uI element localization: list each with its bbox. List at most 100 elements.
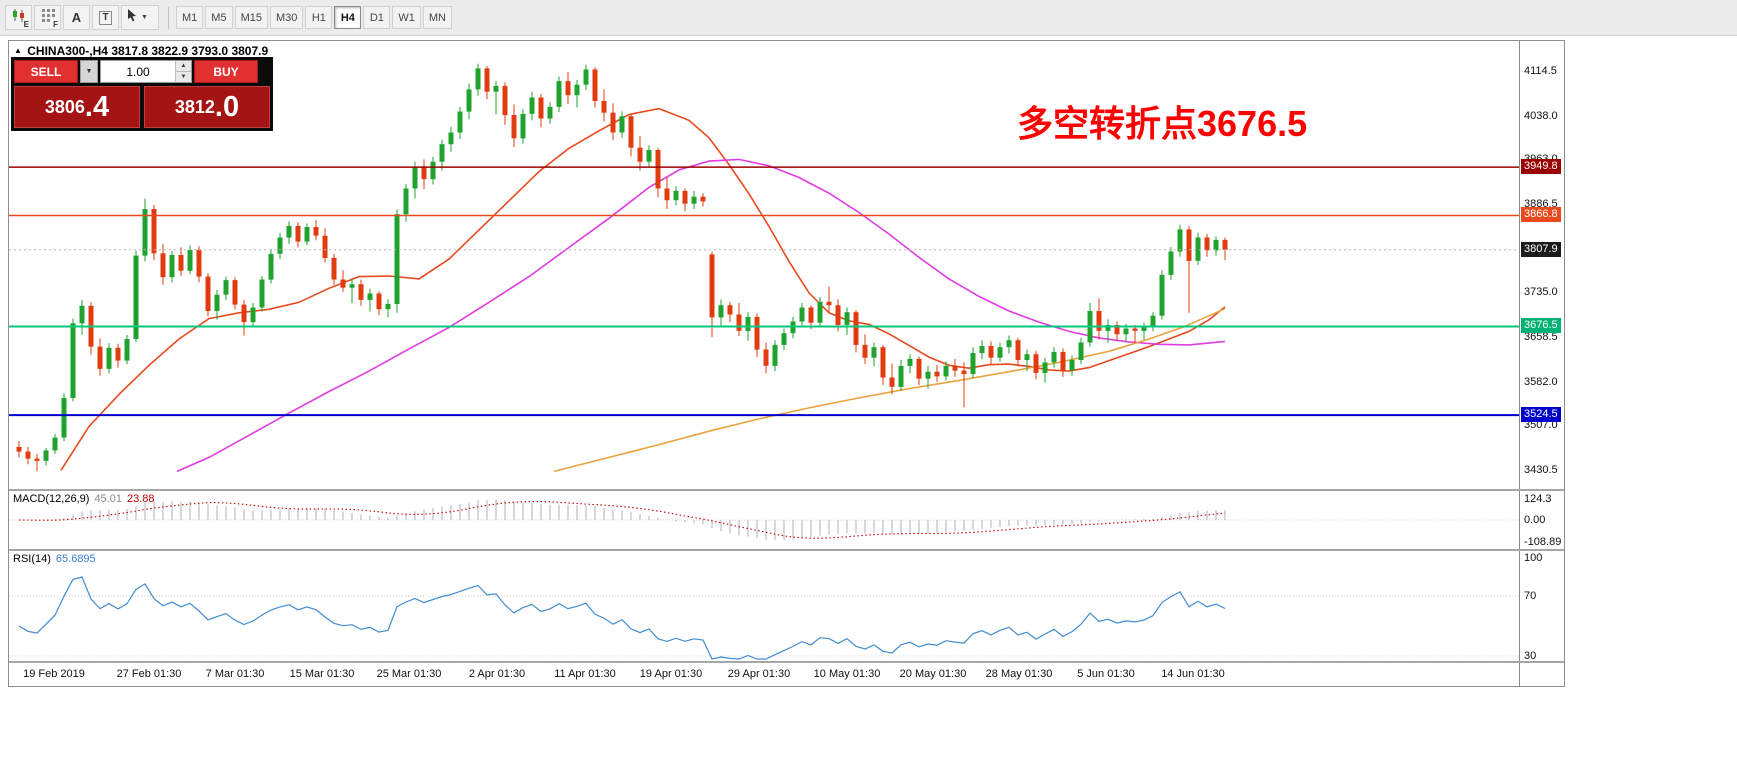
time-axis-label: 14 Jun 01:30 xyxy=(1161,668,1225,680)
symbol-name: CHINA300-,H4 xyxy=(27,44,108,58)
pane-splitter[interactable] xyxy=(9,661,1564,663)
volume-input[interactable] xyxy=(101,61,175,82)
one-click-trading-panel: SELL ▼ ▲ ▼ BUY 3806.4 xyxy=(11,57,273,131)
rsi-value: 65.6895 xyxy=(55,553,96,565)
price-badge: 3807.9 xyxy=(1521,241,1561,257)
rsi-axis-label: 30 xyxy=(1524,650,1537,662)
sell-price-display[interactable]: 3806.4 xyxy=(14,86,140,128)
axis-corner xyxy=(1519,663,1564,686)
text-label-button[interactable]: A xyxy=(63,5,90,30)
timeframe-button-h1[interactable]: H1 xyxy=(305,6,333,29)
timeframe-button-m15[interactable]: M15 xyxy=(234,6,268,29)
rsi-chart-canvas xyxy=(9,576,1519,660)
timeframe-button-w1[interactable]: W1 xyxy=(392,6,421,29)
price-axis[interactable]: 4114.54038.03963.03886.53735.03658.53582… xyxy=(1519,41,1564,489)
price-axis-label: 3658.5 xyxy=(1524,330,1558,343)
toolbar: E F A T ▼ M1 M5 M15 M30 H1 H4 D1 W1 MN xyxy=(0,0,1737,36)
time-axis-label: 15 Mar 01:30 xyxy=(289,668,355,680)
time-axis-label: 20 May 01:30 xyxy=(899,668,967,680)
letter-a-icon: A xyxy=(71,10,82,25)
rsi-axis-label: 70 xyxy=(1524,590,1537,602)
price-axis-label: 3507.0 xyxy=(1524,419,1558,432)
time-axis-label: 28 May 01:30 xyxy=(985,668,1053,680)
price-axis-label: 4038.0 xyxy=(1524,109,1558,122)
chart-window: ▲ CHINA300-,H4 3817.8 3822.9 3793.0 3807… xyxy=(8,40,1565,687)
price-axis-label: 3886.5 xyxy=(1524,197,1558,210)
macd-signal-value: 23.88 xyxy=(126,493,155,505)
symbol-ohlc-header: ▲ CHINA300-,H4 3817.8 3822.9 3793.0 3807… xyxy=(14,44,268,58)
price-axis-label: 3735.0 xyxy=(1524,286,1558,299)
time-axis[interactable]: 19 Feb 2019 27 Feb 01:30 7 Mar 01:30 15 Mar… xyxy=(9,663,1519,686)
time-axis-label: 27 Feb 01:30 xyxy=(116,668,182,680)
price-axis-label: 3430.5 xyxy=(1524,463,1558,476)
macd-chart-canvas xyxy=(9,499,1519,541)
sell-button[interactable]: SELL xyxy=(14,60,78,83)
buy-price-pips: .0 xyxy=(214,90,240,123)
rsi-label: RSI(14) 65.6895 xyxy=(13,553,96,565)
ohlc-low: 3793.0 xyxy=(191,44,229,58)
buy-price-display[interactable]: 3812.0 xyxy=(144,86,270,128)
boxed-t-icon: T xyxy=(99,10,112,25)
text-box-button[interactable]: T xyxy=(92,5,119,30)
buy-price-main: 3812 xyxy=(174,97,215,117)
time-axis-label: 19 Apr 01:30 xyxy=(639,668,703,680)
time-axis-label: 29 Apr 01:30 xyxy=(727,668,791,680)
time-axis-label: 25 Mar 01:30 xyxy=(376,668,442,680)
chart-text-annotation: 多空转折点3676.5 xyxy=(1017,103,1308,144)
timeframe-button-group: M1 M5 M15 M30 H1 H4 D1 W1 MN xyxy=(176,6,454,29)
volume-dropdown-button[interactable]: ▼ xyxy=(80,60,98,83)
candlestick-chart-canvas xyxy=(9,63,1519,473)
pane-splitter[interactable] xyxy=(9,549,1564,551)
volume-increase-button[interactable]: ▲ xyxy=(176,61,191,72)
ohlc-open: 3817.8 xyxy=(111,44,149,58)
volume-field: ▲ ▼ xyxy=(100,60,192,83)
time-axis-label: 7 Mar 01:30 xyxy=(205,668,265,680)
volume-decrease-button[interactable]: ▼ xyxy=(176,72,191,82)
timeframe-button-m30[interactable]: M30 xyxy=(269,6,304,29)
buy-button[interactable]: BUY xyxy=(194,60,258,83)
candlestick-chart-icon xyxy=(11,8,27,28)
tool-f-label: F xyxy=(53,20,58,29)
time-axis-label: 10 May 01:30 xyxy=(813,668,881,680)
cursor-tool-button[interactable]: ▼ xyxy=(121,5,159,30)
macd-axis[interactable]: 124.3 0.00 -108.89 xyxy=(1519,491,1564,549)
timeframe-button-d1[interactable]: D1 xyxy=(363,6,391,29)
price-badge: 3949.8 xyxy=(1521,159,1561,175)
volume-spinner: ▲ ▼ xyxy=(175,61,191,82)
macd-axis-label: 124.3 xyxy=(1524,493,1552,505)
time-axis-label: 5 Jun 01:30 xyxy=(1077,668,1135,680)
rsi-pane[interactable]: RSI(14) 65.6895 xyxy=(9,551,1519,661)
sell-price-main: 3806 xyxy=(44,97,85,117)
indicator-chart-e-button[interactable]: E xyxy=(5,5,32,30)
toolbar-separator xyxy=(168,6,169,29)
price-badge: 3866.8 xyxy=(1521,207,1561,223)
ohlc-close: 3807.9 xyxy=(231,44,269,58)
timeframe-button-mn[interactable]: MN xyxy=(422,6,452,29)
macd-axis-label: -108.89 xyxy=(1524,536,1562,548)
chart-plot-area[interactable]: ▲ CHINA300-,H4 3817.8 3822.9 3793.0 3807… xyxy=(9,41,1519,489)
rsi-axis[interactable]: 100 70 30 xyxy=(1519,551,1564,662)
timeframe-button-h4[interactable]: H4 xyxy=(334,6,362,29)
price-axis-label: 4114.5 xyxy=(1524,65,1557,77)
sell-price-pips: .4 xyxy=(84,90,110,123)
timeframe-button-m5[interactable]: M5 xyxy=(205,6,233,29)
time-axis-label: 2 Apr 01:30 xyxy=(468,668,526,680)
grid-icon xyxy=(41,8,55,27)
timeframe-button-m1[interactable]: M1 xyxy=(176,6,204,29)
macd-value: 45.01 xyxy=(94,493,122,505)
macd-axis-label: 0.00 xyxy=(1524,514,1546,526)
macd-pane[interactable]: MACD(12,26,9) 45.01 23.88 xyxy=(9,491,1519,549)
chevron-down-icon: ▼ xyxy=(141,14,148,21)
price-badge: 3676.5 xyxy=(1521,318,1561,334)
rsi-axis-label: 100 xyxy=(1524,552,1543,564)
pane-splitter[interactable] xyxy=(9,489,1564,491)
time-axis-label: 19 Feb 2019 xyxy=(23,668,85,680)
ohlc-high: 3822.9 xyxy=(151,44,189,58)
tool-e-label: E xyxy=(23,20,29,29)
price-badge: 3524.5 xyxy=(1521,407,1561,423)
time-axis-label: 11 Apr 01:30 xyxy=(554,668,616,680)
cursor-pointer-icon xyxy=(126,8,138,27)
grid-f-button[interactable]: F xyxy=(34,5,61,30)
macd-label: MACD(12,26,9) 45.01 23.88 xyxy=(13,493,155,505)
price-axis-label: 3582.0 xyxy=(1524,375,1558,388)
